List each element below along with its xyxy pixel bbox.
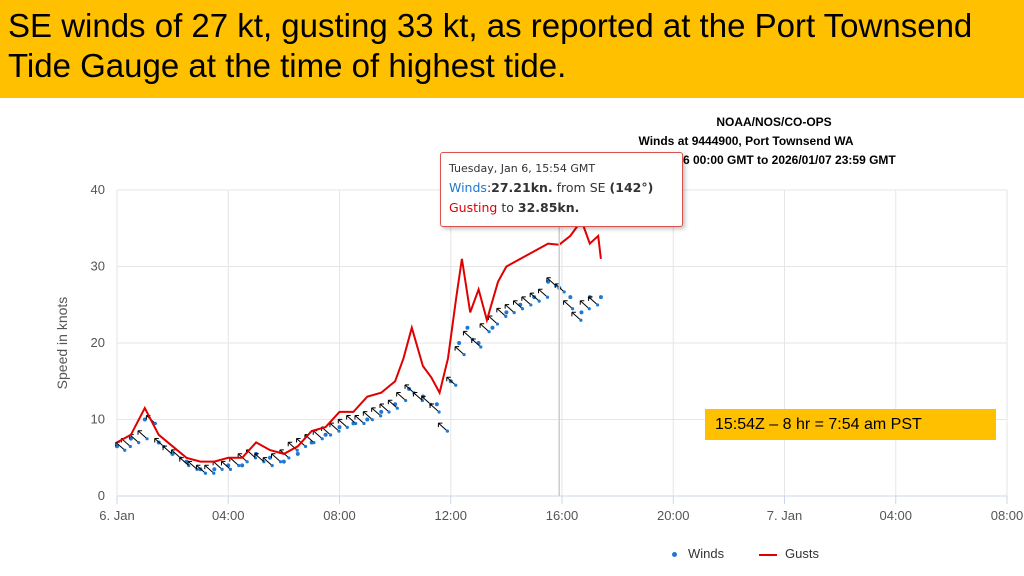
x-tick-label: 20:00 — [657, 508, 690, 523]
gusts-line — [116, 218, 602, 463]
wind-direction-arrow — [204, 464, 216, 475]
winds-point — [240, 463, 245, 468]
winds-point — [465, 325, 470, 330]
gusts-line-icon — [759, 553, 777, 556]
y-tick-label: 10 — [91, 412, 105, 427]
wind-direction-arrow — [354, 415, 366, 426]
data-tooltip: Tuesday, Jan 6, 15:54 GMT Winds:27.21kn.… — [440, 152, 683, 227]
wind-direction-arrow — [588, 296, 600, 307]
wind-direction-arrow — [513, 300, 525, 311]
wind-direction-arrow — [563, 300, 575, 311]
wind-direction-arrow — [446, 376, 458, 387]
y-tick-label: 40 — [91, 182, 105, 197]
tooltip-winds-from: from SE — [556, 180, 606, 195]
winds-point — [323, 432, 328, 437]
winds-point — [337, 425, 342, 430]
x-tick-label: 16:00 — [546, 508, 579, 523]
tooltip-winds-dir: (142°) — [609, 180, 654, 195]
time-conversion-note: 15:54Z – 8 hr = 7:54 am PST — [705, 409, 996, 440]
legend-winds-label: Winds — [688, 546, 725, 561]
tooltip-gust-to: to — [501, 200, 514, 215]
winds-point — [579, 310, 584, 315]
winds-point — [504, 310, 509, 315]
winds-point — [457, 341, 462, 345]
wind-direction-arrow — [362, 411, 374, 422]
wind-direction-arrow — [496, 307, 508, 318]
wind-direction-arrow — [529, 292, 541, 303]
winds-dot-icon — [672, 552, 677, 558]
wind-direction-arrow — [479, 323, 491, 334]
legend-gusts-label: Gusts — [785, 546, 819, 561]
winds-point — [267, 455, 272, 460]
wind-direction-arrow — [262, 457, 274, 468]
y-tick-label: 0 — [98, 488, 105, 503]
wind-direction-arrow — [179, 457, 191, 468]
winds-point — [568, 295, 573, 300]
x-axis: 6. Jan 04:00 08:00 12:00 16:00 20:00 7. Jan 04:… — [99, 495, 1024, 523]
wind-chart: 6. Jan 04:00 08:00 12:00 16:00 20:00 7. Jan 04:… — [54, 115, 1024, 523]
wind-direction-arrow — [271, 453, 283, 464]
y-tick-label: 30 — [91, 259, 105, 274]
wind-direction-arrow — [254, 453, 266, 464]
wind-direction-arrow — [379, 403, 391, 414]
tooltip-winds-label: Winds — [449, 180, 487, 195]
wind-direction-arrow — [195, 464, 208, 475]
legend-item-winds[interactable]: Winds — [672, 546, 724, 561]
winds-point — [365, 417, 370, 422]
x-tick-label: 6. Jan — [99, 508, 134, 523]
wind-direction-arrow — [312, 430, 324, 441]
headline-banner: SE winds of 27 kt, gusting 33 kt, as rep… — [0, 0, 1024, 98]
y-axis: 0 10 20 30 40 — [91, 182, 105, 503]
winds-point — [598, 295, 603, 300]
x-tick-label: 12:00 — [434, 508, 467, 523]
legend-item-gusts[interactable]: Gusts — [759, 546, 819, 561]
wind-direction-arrow — [471, 338, 483, 349]
wind-direction-arrow — [137, 430, 149, 441]
wind-direction-arrow — [371, 407, 383, 418]
wind-direction-arrow — [229, 457, 241, 468]
x-tick-label: 08:00 — [323, 508, 356, 523]
winds-point — [434, 402, 439, 407]
wind-direction-arrow — [437, 422, 450, 433]
wind-direction-arrow — [337, 418, 349, 429]
x-tick-label: 7. Jan — [767, 508, 802, 523]
wind-direction-arrow — [554, 283, 566, 294]
wind-direction-arrow — [396, 392, 408, 403]
wind-direction-arrow — [521, 296, 533, 307]
wind-direction-arrow — [538, 288, 550, 299]
x-tick-label: 08:00 — [991, 508, 1024, 523]
x-tick-label: 04:00 — [212, 508, 245, 523]
wind-direction-arrow — [429, 403, 441, 414]
winds-point — [379, 409, 384, 414]
tooltip-gust-label: Gusting — [449, 200, 498, 215]
wind-direction-arrow — [504, 304, 516, 315]
winds-point — [142, 417, 147, 422]
x-tick-label: 04:00 — [879, 508, 912, 523]
chart-legend: Winds Gusts — [660, 543, 920, 565]
wind-direction-arrow — [287, 441, 299, 452]
wind-direction-arrow — [346, 415, 358, 426]
tooltip-gust-value: 32.85kn. — [517, 200, 580, 215]
headline-text: SE winds of 27 kt, gusting 33 kt, as rep… — [8, 7, 973, 84]
wind-direction-arrow — [220, 460, 233, 471]
chart-subtitle: Winds at 9444900, Port Townsend WA — [638, 134, 853, 148]
tooltip-winds-line: Winds:27.21kn. from SE (142°) — [449, 180, 654, 195]
wind-direction-arrow — [487, 315, 500, 326]
y-axis-label: Speed in knots — [54, 297, 70, 390]
y-tick-label: 20 — [91, 335, 105, 350]
wind-direction-arrow — [571, 311, 583, 322]
winds-point — [281, 459, 286, 464]
tooltip-date: Tuesday, Jan 6, 15:54 GMT — [449, 162, 596, 175]
winds-point — [295, 451, 300, 456]
wind-direction-arrow — [579, 300, 591, 311]
winds-point — [490, 325, 495, 330]
wind-direction-arrow — [387, 399, 399, 410]
tooltip-winds-value: 27.21kn. — [491, 180, 553, 195]
chart-title: NOAA/NOS/CO-OPS — [716, 115, 831, 129]
wind-direction-arrow — [454, 346, 466, 357]
winds-point — [212, 467, 217, 472]
tooltip-gust-line: Gusting to 32.85kn. — [449, 200, 579, 215]
series — [115, 218, 603, 475]
